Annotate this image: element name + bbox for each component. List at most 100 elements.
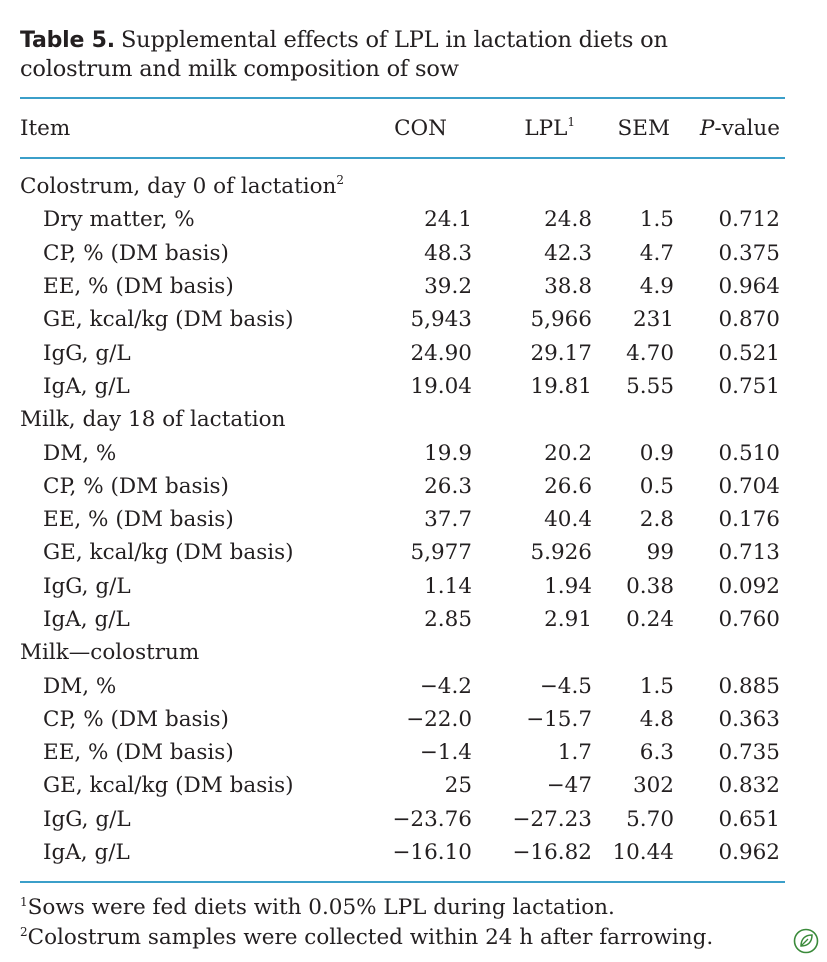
- cell-pvalue: 0.363: [718, 706, 780, 732]
- cell-lpl: 19.81: [530, 373, 592, 399]
- cell-item: IgG, g/L: [43, 573, 131, 599]
- table-row: IgA, g/L 19.04 19.81 5.55 0.751: [20, 370, 785, 403]
- cell-lpl: 20.2: [544, 440, 592, 466]
- header-lpl-footnote-mark: 1: [567, 114, 575, 129]
- table-footnotes: 1Sows were fed diets with 0.05% LPL duri…: [20, 893, 785, 953]
- cell-pvalue: 0.176: [718, 507, 780, 533]
- cell-con: 19.9: [424, 440, 472, 466]
- cell-lpl: −4.5: [539, 673, 592, 699]
- footnote-text: Colostrum samples were collected within …: [27, 925, 714, 951]
- cell-sem: 2.8: [639, 507, 674, 533]
- cell-lpl: 1.7: [557, 740, 592, 766]
- cell-item: IgG, g/L: [43, 806, 131, 832]
- cell-lpl: 42.3: [544, 240, 592, 266]
- cell-con: 24.1: [424, 207, 472, 233]
- section-row: Milk—colostrum: [20, 636, 785, 669]
- cell-pvalue: 0.870: [718, 307, 780, 333]
- cell-con: 39.2: [424, 274, 472, 300]
- cell-pvalue: 0.832: [718, 773, 780, 799]
- cell-lpl: 1.94: [544, 573, 592, 599]
- cell-sem: 4.8: [639, 706, 674, 732]
- cell-pvalue: 0.651: [718, 806, 780, 832]
- table-row: IgA, g/L 2.85 2.91 0.24 0.760: [20, 603, 785, 636]
- cell-con: 2.85: [424, 607, 472, 632]
- table-row: IgA, g/L −16.10 −16.82 10.44 0.962: [20, 836, 785, 869]
- cell-pvalue: 0.964: [718, 274, 780, 300]
- section-title: Milk, day 18 of lactation: [20, 407, 380, 432]
- footnote-mark: 1: [20, 895, 28, 910]
- cell-item: DM, %: [43, 673, 117, 699]
- table-row: IgG, g/L 24.90 29.17 4.70 0.521: [20, 336, 785, 369]
- cell-lpl: 24.8: [544, 207, 592, 233]
- table-row: IgG, g/L 1.14 1.94 0.38 0.092: [20, 570, 785, 603]
- cell-sem: 4.7: [639, 240, 674, 266]
- cell-con: 48.3: [424, 240, 472, 266]
- section-row: Colostrum, day 0 of lactation2: [20, 170, 785, 203]
- cell-item: GE, kcal/kg (DM basis): [43, 307, 294, 333]
- bottom-rule: [20, 881, 785, 884]
- cell-item: Dry matter, %: [43, 207, 195, 233]
- cell-sem: 302: [632, 773, 674, 799]
- cell-sem: 99: [646, 540, 674, 566]
- cell-con: 26.3: [424, 473, 472, 499]
- cell-sem: 4.70: [626, 340, 674, 366]
- cell-sem: 1.5: [639, 673, 674, 699]
- header-sem: SEM: [592, 116, 674, 141]
- cell-sem: 5.70: [626, 806, 674, 832]
- cell-item: DM, %: [43, 440, 117, 466]
- section-title-text: Milk, day 18 of lactation: [20, 407, 286, 433]
- table-title: Supplemental effects of LPL in lactation…: [20, 27, 668, 82]
- cell-lpl: 40.4: [544, 507, 592, 533]
- table-row: CP, % (DM basis) 48.3 42.3 4.7 0.375: [20, 237, 785, 270]
- cell-pvalue: 0.735: [718, 740, 780, 766]
- cell-sem: 5.55: [626, 373, 674, 399]
- cell-con: 5,943: [410, 307, 472, 333]
- cell-lpl: 38.8: [544, 274, 592, 300]
- cell-sem: 1.5: [639, 207, 674, 233]
- cell-item: CP, % (DM basis): [43, 473, 229, 499]
- cell-pvalue: 0.375: [718, 240, 780, 266]
- cell-item: IgA, g/L: [43, 840, 130, 866]
- cell-item: IgG, g/L: [43, 340, 131, 366]
- section-title-text: Colostrum, day 0 of lactation: [20, 174, 337, 200]
- cell-con: 1.14: [424, 573, 472, 599]
- section-row: Milk, day 18 of lactation: [20, 403, 785, 436]
- cell-pvalue: 0.962: [718, 840, 780, 866]
- table-row: EE, % (DM basis) 39.2 38.8 4.9 0.964: [20, 270, 785, 303]
- top-rule: [20, 97, 785, 99]
- header-pvalue-p: P: [699, 115, 715, 141]
- cell-sem: 231: [632, 307, 674, 333]
- table-row: IgG, g/L −23.76 −27.23 5.70 0.651: [20, 803, 785, 836]
- table-row: EE, % (DM basis) 37.7 40.4 2.8 0.176: [20, 503, 785, 536]
- cell-lpl: −27.23: [512, 806, 592, 832]
- header-lpl-text: LPL: [524, 115, 568, 141]
- header-item: Item: [20, 115, 71, 141]
- cell-item: EE, % (DM basis): [43, 740, 234, 766]
- cell-con: −4.2: [419, 673, 472, 699]
- cell-pvalue: 0.510: [718, 440, 780, 466]
- cell-con: 37.7: [424, 507, 472, 533]
- cell-con: 5,977: [410, 540, 472, 566]
- cell-sem: 6.3: [639, 740, 674, 766]
- cell-con: 24.90: [410, 340, 472, 366]
- cell-sem: 0.9: [639, 440, 674, 466]
- cell-pvalue: 0.092: [718, 573, 780, 599]
- cell-lpl: 26.6: [544, 473, 592, 499]
- cell-con: −22.0: [406, 706, 472, 732]
- leaf-badge-icon: [793, 928, 819, 954]
- table-label: Table 5.: [20, 28, 115, 53]
- footnote-text: Sows were fed diets with 0.05% LPL durin…: [27, 895, 615, 921]
- cell-con: −23.76: [392, 806, 472, 832]
- header-pvalue: P-value: [674, 116, 780, 141]
- table-header: Item CON LPL1 SEM P-value: [20, 99, 785, 157]
- cell-con: −16.10: [392, 840, 472, 866]
- header-con: CON: [394, 115, 447, 141]
- cell-con: −1.4: [419, 740, 472, 766]
- table-caption: Table 5. Supplemental effects of LPL in l…: [20, 26, 785, 84]
- cell-item: IgA, g/L: [43, 373, 130, 399]
- cell-item: GE, kcal/kg (DM basis): [43, 773, 294, 799]
- cell-lpl: 5.926: [530, 540, 592, 566]
- header-rule: [20, 157, 785, 159]
- table-row: DM, % 19.9 20.2 0.9 0.510: [20, 436, 785, 469]
- cell-lpl: −47: [546, 773, 592, 799]
